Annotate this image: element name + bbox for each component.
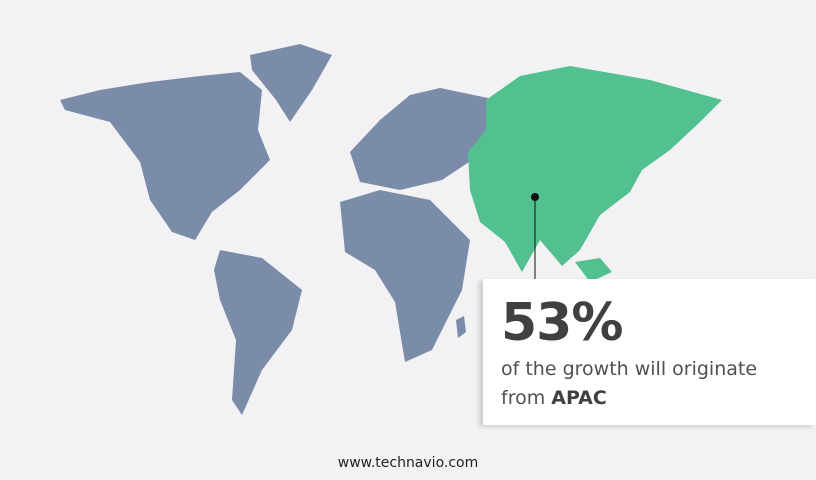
north-america [60,72,270,240]
stat-region: APAC [551,387,607,409]
europe [350,88,490,190]
greenland [250,44,332,122]
stat-value: 53% [501,293,623,353]
south-america [214,250,302,415]
apac-region [468,66,722,272]
footer-url: www.technavio.com [337,455,479,471]
stat-description: of the growth will originate from APAC [501,355,757,413]
stat-card: 53% of the growth will originate from AP… [483,279,816,425]
apac-islands [575,258,612,282]
stat-prefix: from [501,387,546,409]
africa [340,190,470,362]
madagascar [456,316,466,338]
pin-dot [531,193,539,201]
stat-text: of the growth will originate [501,358,758,380]
